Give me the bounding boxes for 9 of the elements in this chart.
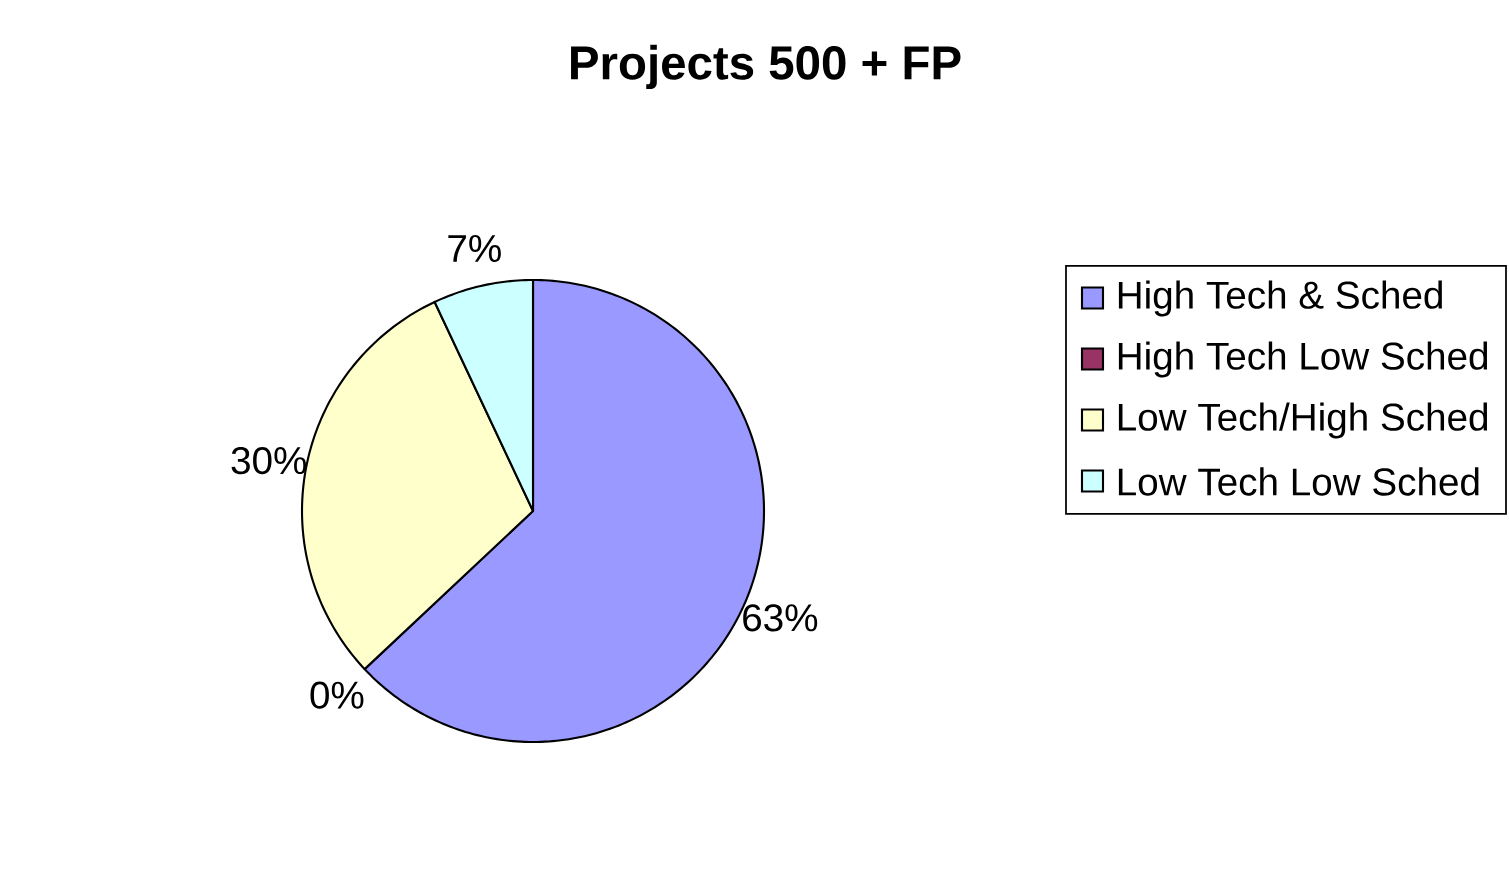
data-label: 7% xyxy=(448,234,501,262)
legend-label: Low Tech/High Sched xyxy=(1118,402,1488,439)
chart-title: Projects 500 + FP xyxy=(571,44,961,90)
legend-label: High Tech Low Sched xyxy=(1118,341,1488,378)
data-label: 30% xyxy=(231,446,307,475)
legend-label: High Tech & Sched xyxy=(1118,280,1442,317)
legend-label: Low Tech Low Sched xyxy=(1118,467,1479,496)
data-label: 63% xyxy=(743,604,818,632)
text: 0% xyxy=(310,681,364,709)
